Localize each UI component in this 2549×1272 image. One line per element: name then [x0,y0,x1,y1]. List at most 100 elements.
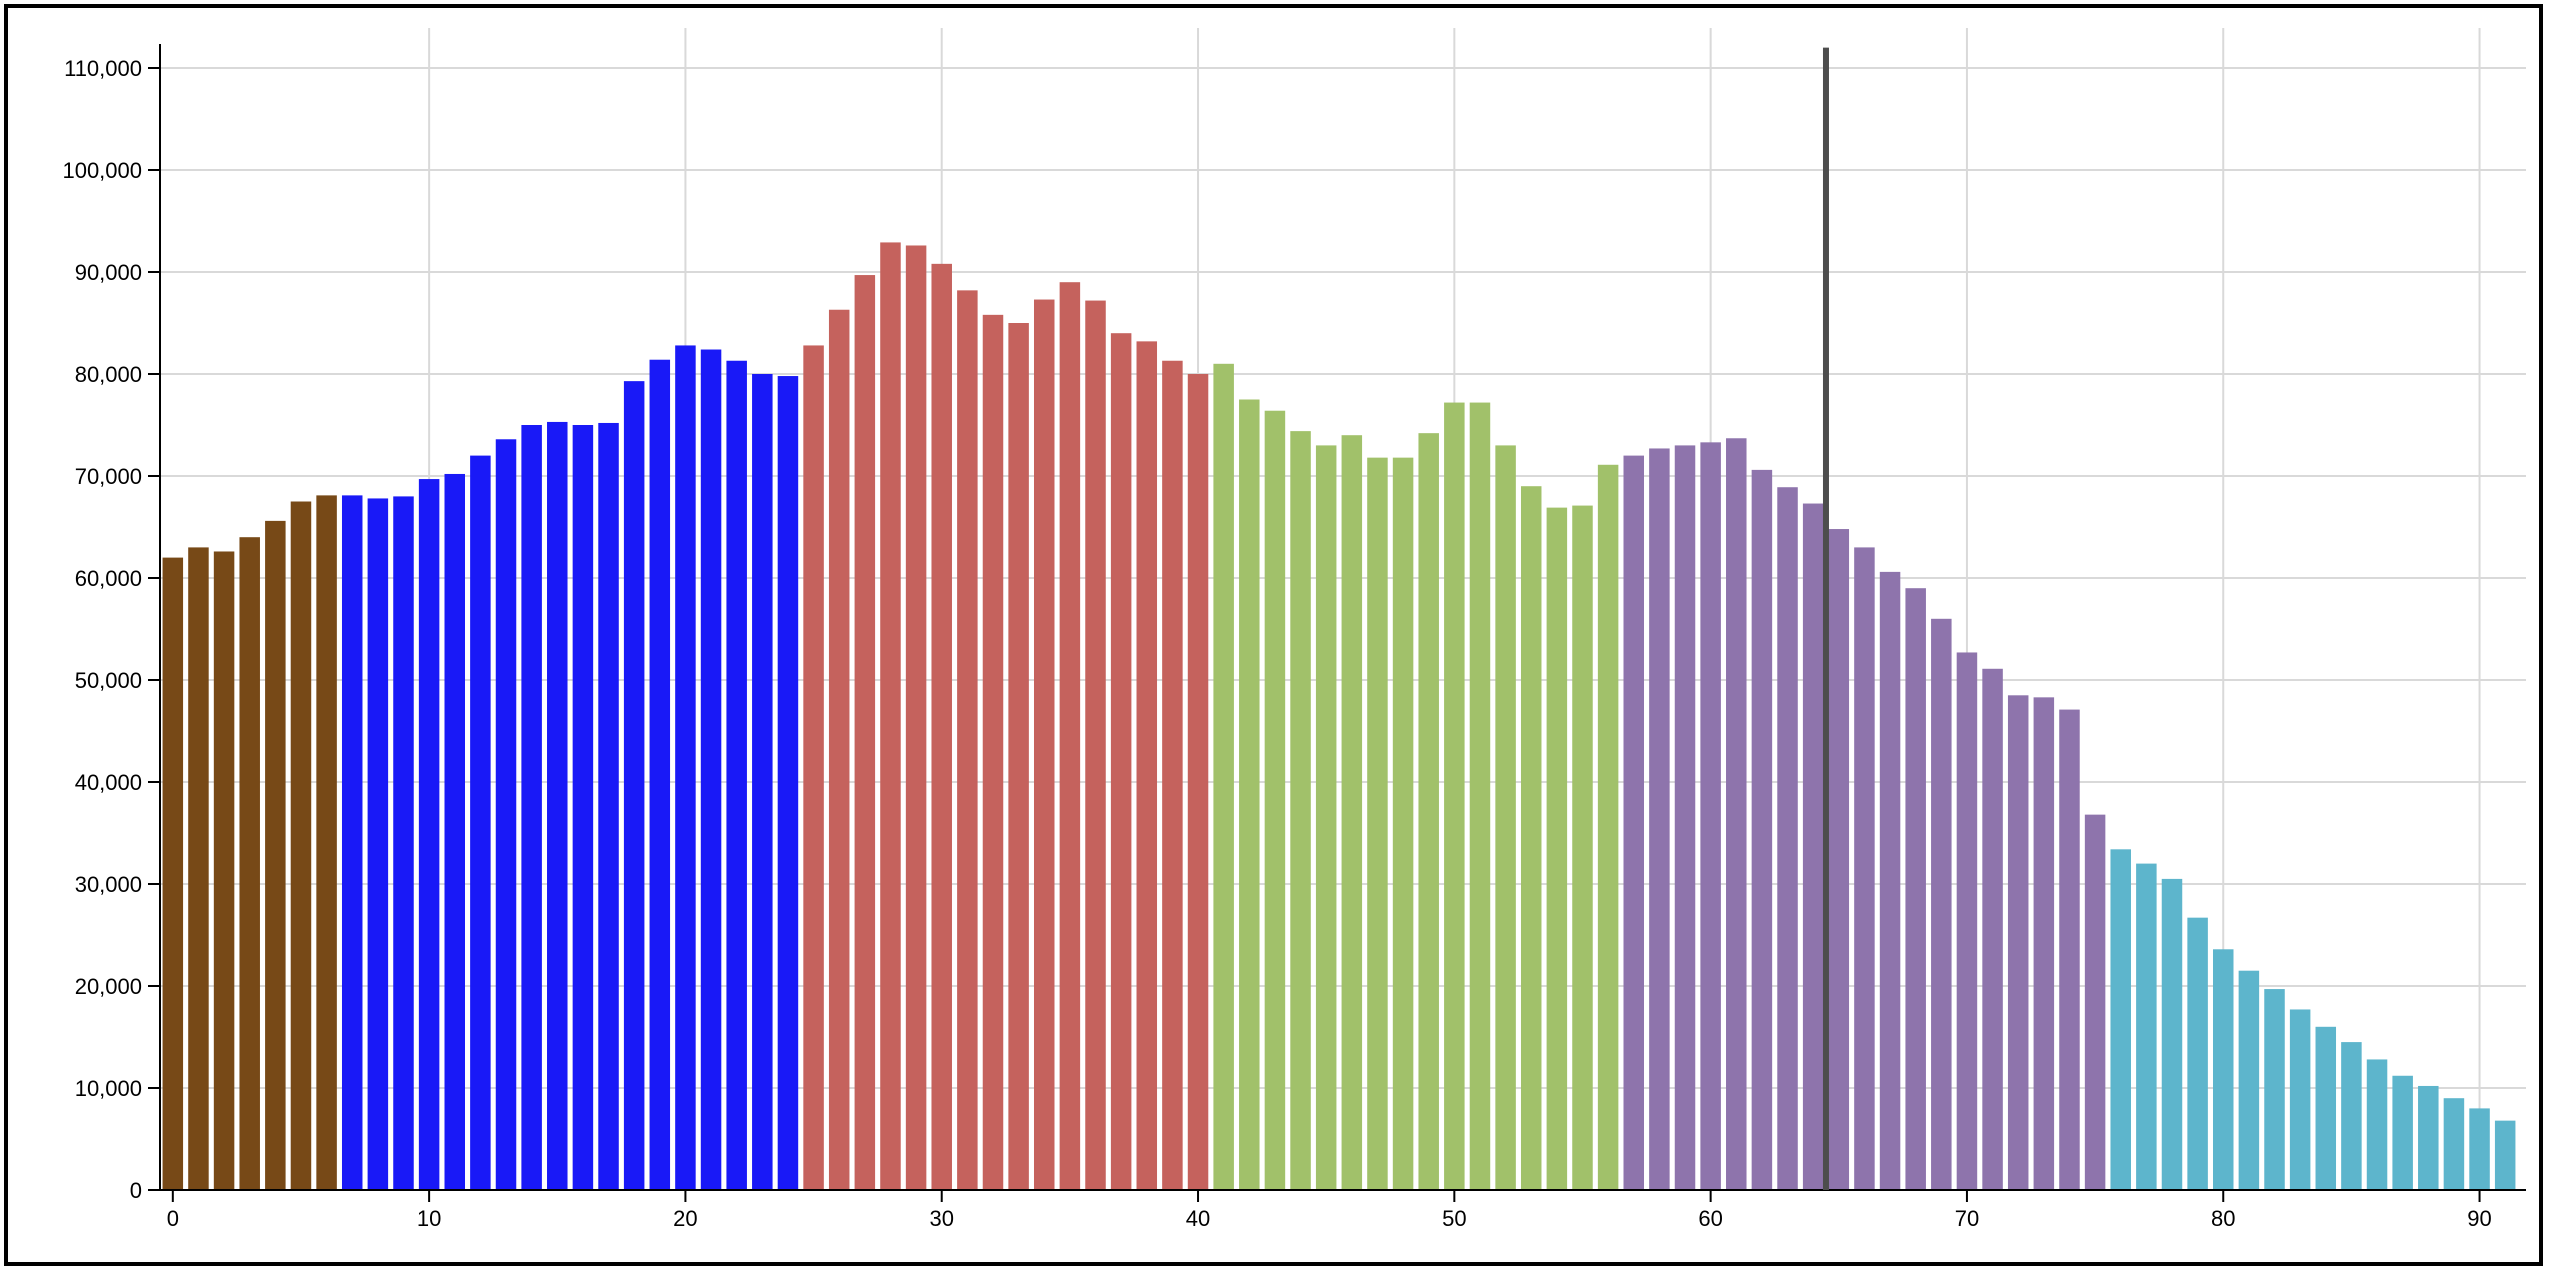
bar-31 [957,290,978,1190]
x-tick-label: 90 [2467,1206,2491,1231]
bar-9 [393,496,414,1190]
bar-71 [1982,668,2003,1190]
bar-61 [1726,438,1747,1190]
bar-66 [1854,547,1875,1190]
bar-45 [1315,445,1337,1190]
bar-76 [2110,849,2131,1190]
bar-90 [2469,1108,2490,1190]
bar-23 [752,374,773,1190]
x-tick-label: 0 [167,1206,179,1231]
bar-27 [854,275,876,1190]
bar-82 [2264,989,2285,1190]
bar-8 [367,498,389,1190]
bar-25 [803,345,824,1190]
bar-53 [1520,486,1542,1190]
bar-57 [1623,455,1645,1191]
bar-13 [495,439,517,1190]
bar-63 [1777,487,1798,1191]
bar-33 [1008,323,1029,1190]
bar-78 [2161,878,2183,1190]
bar-3 [239,537,260,1190]
x-tick-label: 60 [1698,1206,1722,1231]
bar-91 [2494,1120,2516,1190]
bar-68 [1905,588,1926,1190]
y-tick-label: 0 [130,1178,142,1203]
bar-49 [1418,433,1439,1190]
y-tick-label: 50,000 [75,668,142,693]
bar-75 [2084,814,2106,1190]
bar-42 [1239,399,1260,1190]
bar-12 [470,455,491,1191]
x-tick-label: 10 [417,1206,441,1231]
bar-18 [623,381,645,1190]
y-tick-label: 80,000 [75,362,142,387]
bar-89 [2443,1098,2465,1190]
x-tick-label: 20 [673,1206,697,1231]
bar-28 [880,242,901,1191]
tick-layer: 0 10,000 20,000 30,000 40,000 50,000 60,000 70,… [62,56,2491,1231]
bar-58 [1649,448,1670,1191]
bar-81 [2238,970,2260,1190]
bar-2 [213,551,235,1190]
y-tick-label: 110,000 [64,56,142,81]
bar-64 [1802,503,1824,1190]
bar-7 [341,495,363,1190]
bar-22 [726,360,747,1190]
bar-62 [1751,469,1773,1190]
axis-layer [148,44,2526,1191]
bar-34 [1033,299,1055,1190]
bar-87 [2392,1075,2413,1190]
bar-88 [2418,1085,2439,1190]
bar-46 [1341,435,1363,1190]
y-tick-label: 90,000 [75,260,142,285]
bar-86 [2366,1059,2388,1190]
bar-85 [2341,1042,2362,1190]
bar-80 [2212,949,2234,1190]
bar-55 [1572,505,1593,1191]
bar-4 [265,520,286,1190]
bar-48 [1392,457,1414,1190]
bar-40 [1187,374,1209,1190]
bar-6 [316,495,337,1190]
y-tick-label: 70,000 [75,464,142,489]
bar-54 [1546,507,1568,1190]
y-tick-label: 20,000 [75,974,142,999]
bar-20 [675,345,696,1190]
bar-73 [2033,697,2055,1190]
bar-41 [1213,363,1234,1190]
bar-15 [547,421,568,1190]
bar-36 [1085,300,1106,1190]
bar-5 [290,501,312,1190]
bar-83 [2289,1009,2311,1190]
bar-38 [1136,341,1158,1190]
x-tick-label: 70 [1955,1206,1979,1231]
bar-26 [828,309,850,1190]
bar-0 [162,557,184,1190]
x-tick-label: 40 [1186,1206,1210,1231]
bar-14 [521,425,542,1190]
x-tick-label: 80 [2211,1206,2235,1231]
bar-74 [2059,709,2080,1190]
bar-layer [162,242,2516,1191]
y-tick-label: 60,000 [75,566,142,591]
y-tick-label: 40,000 [75,770,142,795]
bar-10 [418,479,440,1190]
bar-43 [1264,410,1286,1191]
y-tick-label: 30,000 [75,872,142,897]
bar-70 [1956,652,1978,1190]
bar-59 [1674,445,1696,1190]
bar-21 [700,349,722,1190]
bar-77 [2136,863,2157,1190]
bar-30 [931,263,952,1191]
y-tick-label: 100,000 [62,158,142,183]
bar-35 [1059,282,1081,1190]
x-tick-label: 50 [1442,1206,1466,1231]
bar-51 [1469,402,1491,1190]
x-tick-label: 30 [929,1206,953,1231]
bar-29 [905,245,927,1191]
bar-52 [1495,445,1516,1190]
bar-84 [2315,1026,2337,1190]
bar-67 [1879,571,1901,1190]
bar-19 [649,359,671,1191]
